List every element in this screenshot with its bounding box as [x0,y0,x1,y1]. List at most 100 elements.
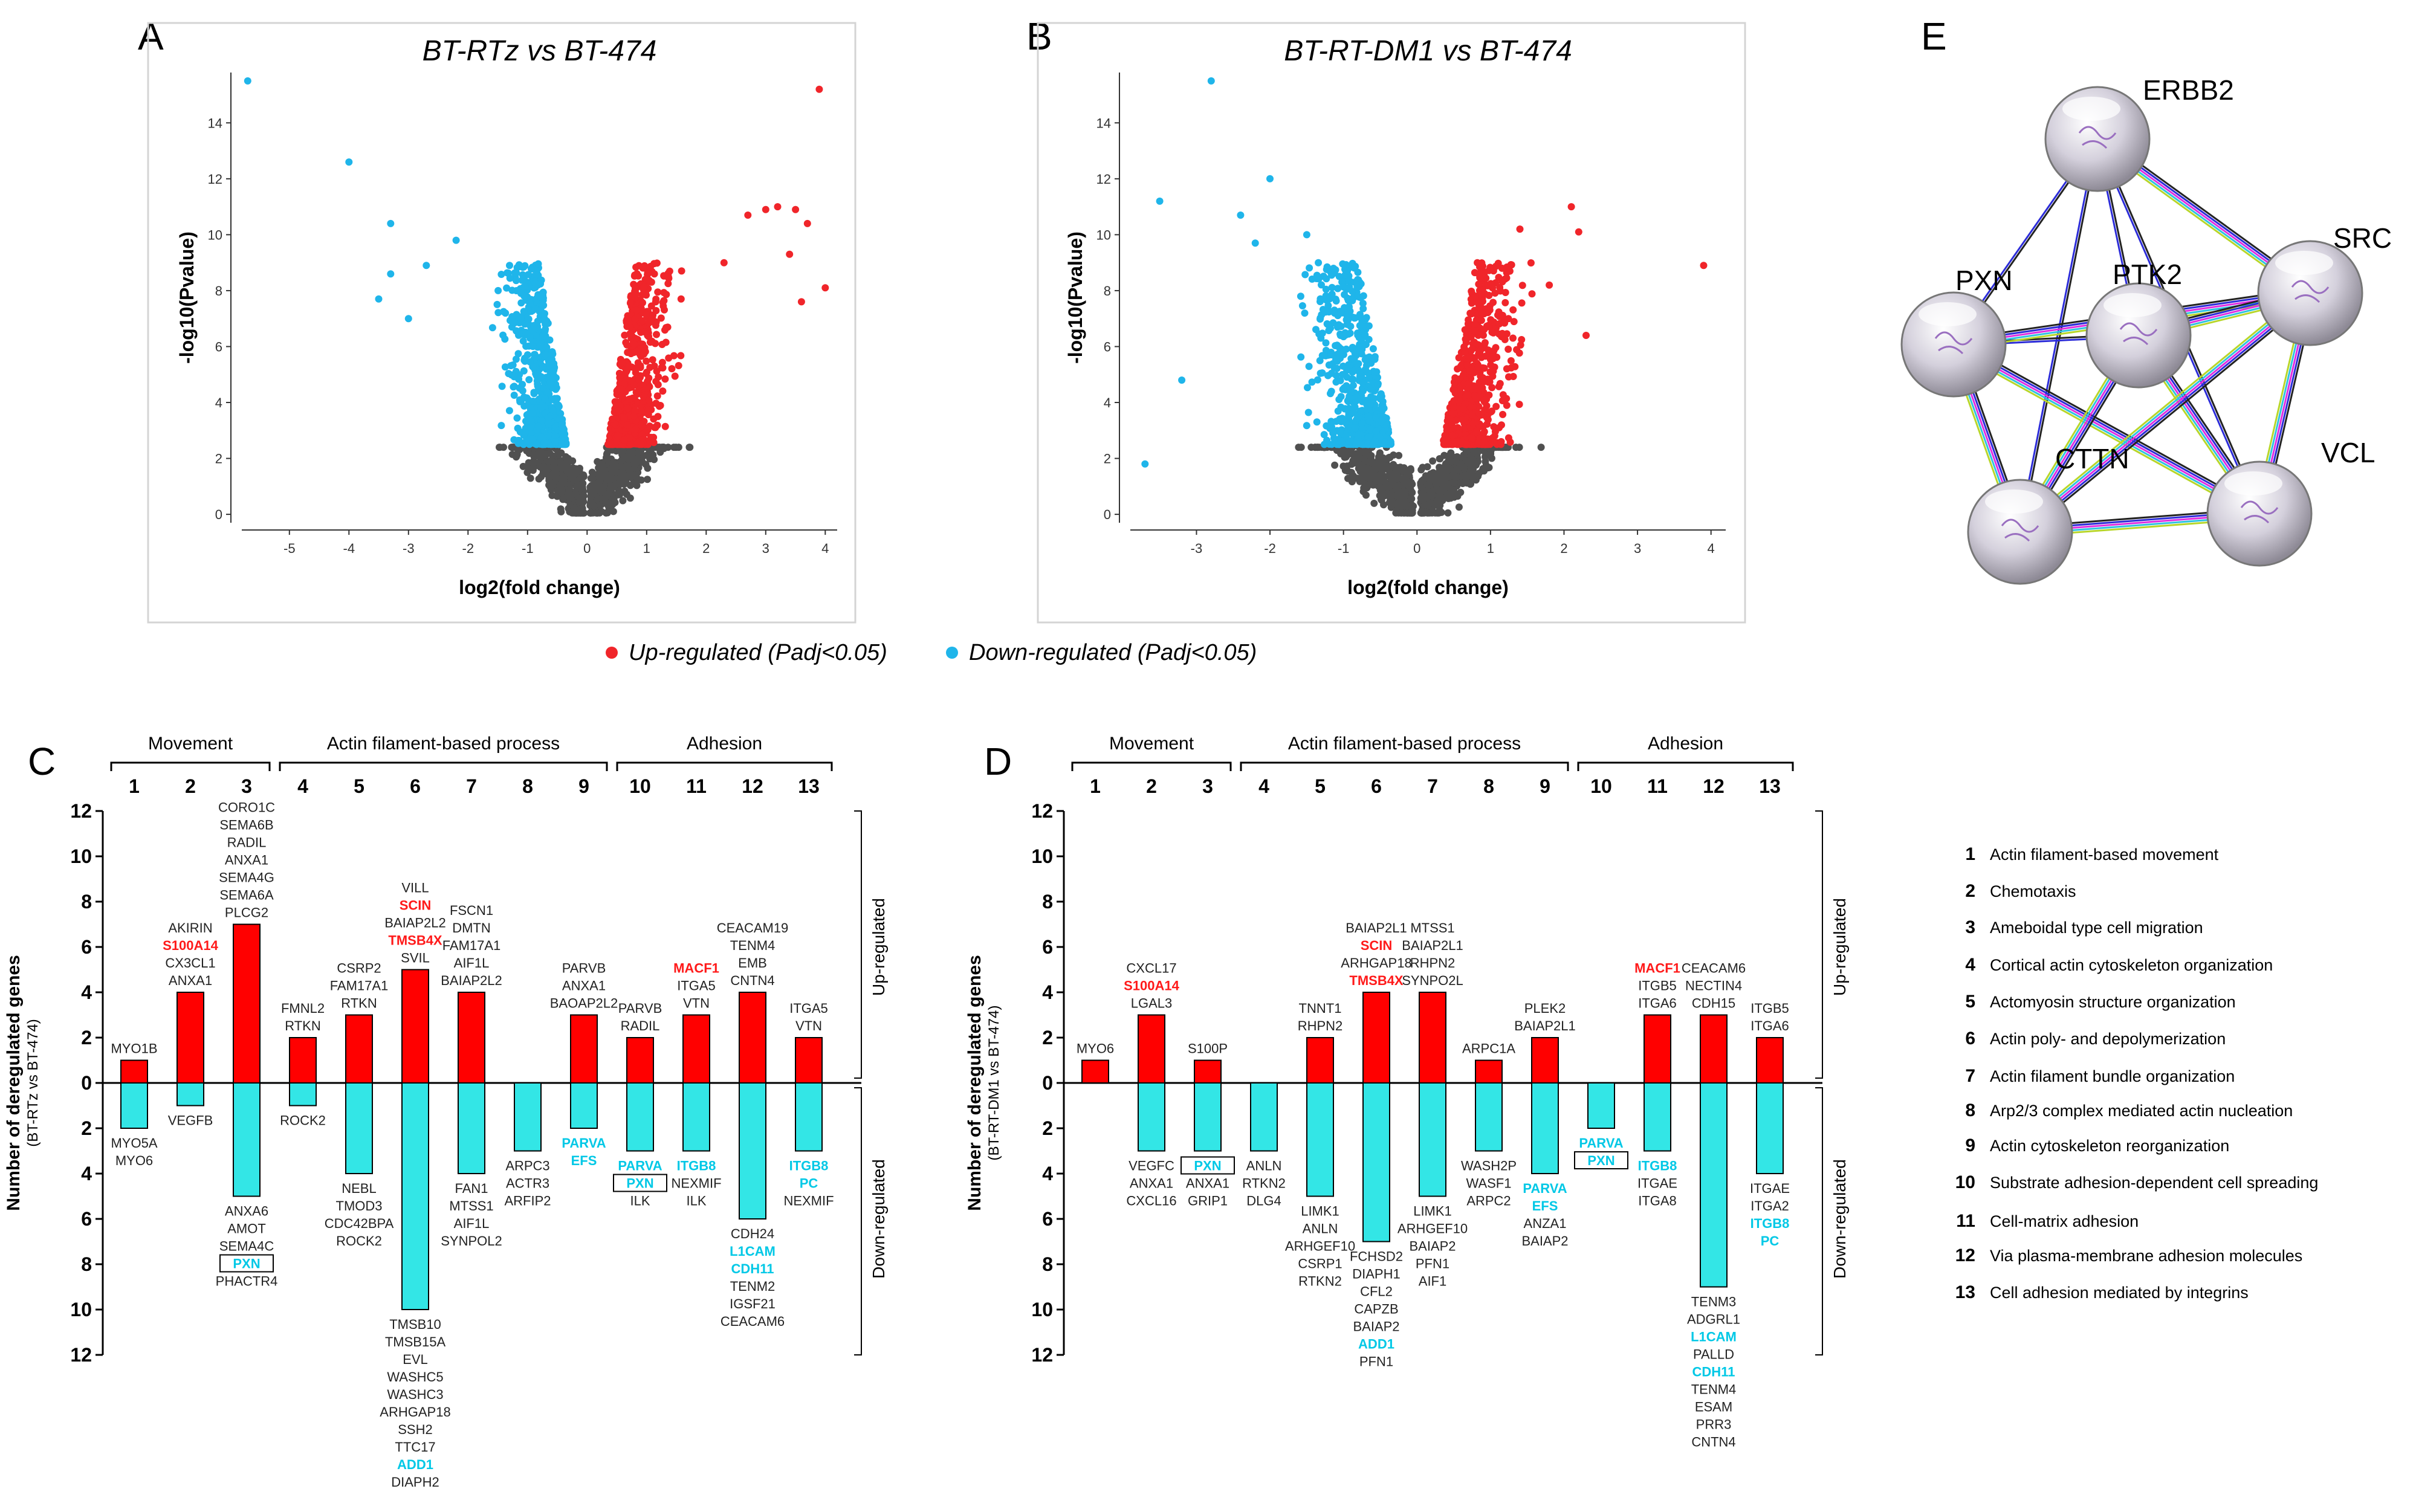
gene-label: SEMA6A [219,888,274,903]
gene-label: ARHGAP18 [380,1404,450,1420]
gene-label: DIAPH1 [1352,1267,1400,1282]
gene-highlight-box [1574,1151,1628,1169]
data-point-ns [1349,472,1357,480]
data-point-down [1334,407,1342,415]
y-tick-label: 10 [1031,1299,1053,1320]
bar-down [682,1082,710,1152]
data-point-ns [1418,477,1426,485]
data-point-down [505,407,513,415]
x-tick-label: -3 [403,541,415,556]
data-point-up [655,402,663,410]
data-point-ns [513,451,520,459]
data-point-up [1465,392,1472,399]
data-point-up [1484,309,1492,317]
data-point-up [1700,262,1708,270]
data-point-up [632,290,640,298]
data-point-up [632,389,640,396]
data-point-ns [545,474,553,482]
data-point-ns [1447,457,1454,465]
data-point-ns [572,470,580,477]
side-bracket-down [1815,1087,1823,1355]
group-label: Movement [148,734,233,754]
data-point-up [1453,438,1460,446]
go-term-number: 6 [1965,1029,1975,1048]
data-point-up [1460,371,1467,379]
gene-label: TENM4 [1691,1382,1737,1397]
data-point-up [1468,288,1475,295]
go-term-number: 8 [1965,1100,1975,1120]
gene-label: AIF1L [454,1216,490,1231]
data-point-ns [1396,498,1404,506]
data-point-ns [1387,495,1394,503]
gene-label: CDH24 [731,1226,774,1241]
data-point-up [655,373,662,381]
gene-label: RADIL [621,1018,660,1033]
data-point-ns [603,472,611,480]
data-point-up [677,352,685,360]
data-point-up [1508,261,1515,269]
data-point-up [637,407,645,415]
node-highlight [2103,293,2162,317]
data-point-up [1480,378,1488,386]
data-point-up [645,276,653,284]
data-point-down [549,374,557,382]
data-point-down [560,433,568,441]
y-axis-label: -log10(Pvalue) [176,231,198,364]
data-point-ns [1385,489,1393,497]
data-point-ns [1417,494,1425,502]
data-point-ns [557,505,565,513]
data-point-up [1459,416,1466,424]
data-point-up [1440,436,1448,444]
data-point-down [1345,303,1353,311]
data-point-down [1336,376,1344,384]
data-point-up [678,267,685,275]
bar-up [177,992,204,1084]
x-tick-label: 4 [821,541,829,556]
data-point-down [494,286,502,294]
data-point-down [1297,292,1304,300]
data-point-ns [1487,447,1495,454]
data-point-down [537,404,545,412]
data-point-down [1352,441,1360,448]
gene-label: ARHGAP18 [1341,955,1411,971]
category-label: 10 [1590,775,1612,797]
data-point-up [617,360,624,367]
data-point-down [1359,379,1367,387]
data-point-ns [1455,503,1463,511]
data-point-down [1332,297,1340,305]
data-point-up [671,372,679,380]
data-point-up [1499,410,1507,418]
data-point-down [1370,395,1378,402]
gene-label: TMSB10 [389,1317,441,1332]
data-point-down [1308,378,1316,386]
gene-label: NEBL [342,1181,376,1196]
data-point-down [520,308,528,315]
gene-label: ARPC2 [1466,1194,1511,1209]
gene-label: BAIAP2L1 [1402,938,1463,953]
data-point-up [1487,280,1495,288]
data-point-up [653,392,661,400]
data-point-down [1316,314,1324,322]
data-point-ns [579,492,586,500]
data-point-down [1328,290,1336,298]
category-label: 7 [466,775,477,797]
data-point-ns [1474,473,1482,480]
data-point-ns [594,509,601,517]
data-point-ns [617,462,625,470]
gene-label: CEACAM6 [721,1314,785,1329]
data-point-ns [530,457,537,465]
data-point-down [1367,386,1375,393]
gene-label: SEMA4G [219,870,274,885]
data-point-down [539,363,547,371]
go-term-number: 7 [1965,1066,1975,1086]
data-point-ns [552,474,560,482]
data-point-up [1480,428,1488,436]
data-point-down [1362,405,1370,413]
data-point-down [537,293,544,301]
data-point-up [615,407,623,415]
y-axis-sublabel: (BT-RTz vs BT-474) [25,1019,41,1147]
gene-label: ILK [686,1194,706,1209]
data-point-down [506,262,513,270]
